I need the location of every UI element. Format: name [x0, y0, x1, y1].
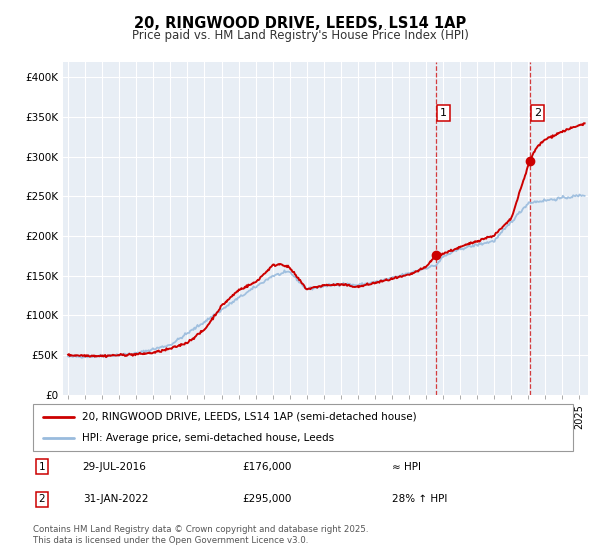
Text: 20, RINGWOOD DRIVE, LEEDS, LS14 1AP: 20, RINGWOOD DRIVE, LEEDS, LS14 1AP [134, 16, 466, 31]
Text: £176,000: £176,000 [243, 461, 292, 472]
Text: 31-JAN-2022: 31-JAN-2022 [83, 494, 148, 505]
Text: 1: 1 [440, 108, 447, 118]
Text: 28% ↑ HPI: 28% ↑ HPI [392, 494, 447, 505]
FancyBboxPatch shape [33, 404, 573, 451]
Text: 2: 2 [534, 108, 541, 118]
Text: Contains HM Land Registry data © Crown copyright and database right 2025.
This d: Contains HM Land Registry data © Crown c… [33, 525, 368, 545]
Text: 2: 2 [38, 494, 45, 505]
Text: £295,000: £295,000 [243, 494, 292, 505]
Text: ≈ HPI: ≈ HPI [392, 461, 421, 472]
Text: 29-JUL-2016: 29-JUL-2016 [83, 461, 146, 472]
Text: 1: 1 [38, 461, 45, 472]
Text: 20, RINGWOOD DRIVE, LEEDS, LS14 1AP (semi-detached house): 20, RINGWOOD DRIVE, LEEDS, LS14 1AP (sem… [82, 412, 416, 422]
Text: HPI: Average price, semi-detached house, Leeds: HPI: Average price, semi-detached house,… [82, 433, 334, 444]
Text: Price paid vs. HM Land Registry's House Price Index (HPI): Price paid vs. HM Land Registry's House … [131, 29, 469, 42]
